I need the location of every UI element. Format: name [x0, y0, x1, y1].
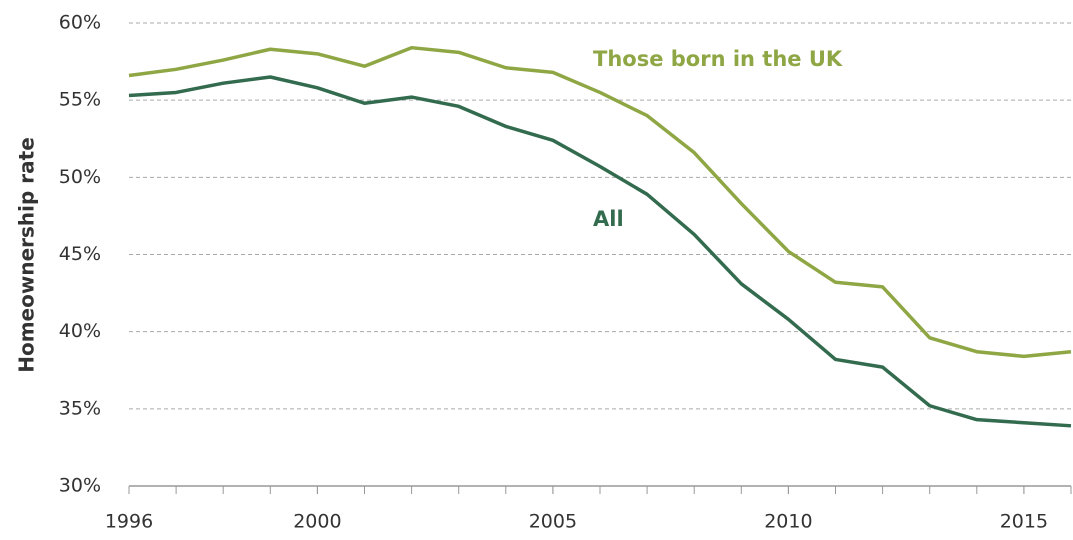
y-tick-label: 30% — [59, 475, 101, 497]
series-label: All — [593, 207, 624, 231]
x-tick-label: 2005 — [529, 511, 577, 533]
x-tick-label: 2010 — [764, 511, 812, 533]
y-tick-label: 60% — [59, 12, 101, 34]
x-tick-label: 1996 — [105, 511, 153, 533]
series-label: Those born in the UK — [593, 47, 843, 71]
series-line — [128, 75, 1072, 428]
y-tick-label: 50% — [59, 166, 101, 188]
x-tick-label: 2015 — [1000, 511, 1048, 533]
y-tick-label: 40% — [59, 320, 101, 342]
y-tick-label: 35% — [59, 397, 101, 419]
x-tick-label: 2000 — [293, 511, 341, 533]
y-tick-label: 45% — [59, 243, 101, 265]
y-tick-label: 55% — [59, 89, 101, 111]
y-axis-label: Homeownership rate — [15, 137, 39, 373]
series-line — [128, 45, 1072, 359]
